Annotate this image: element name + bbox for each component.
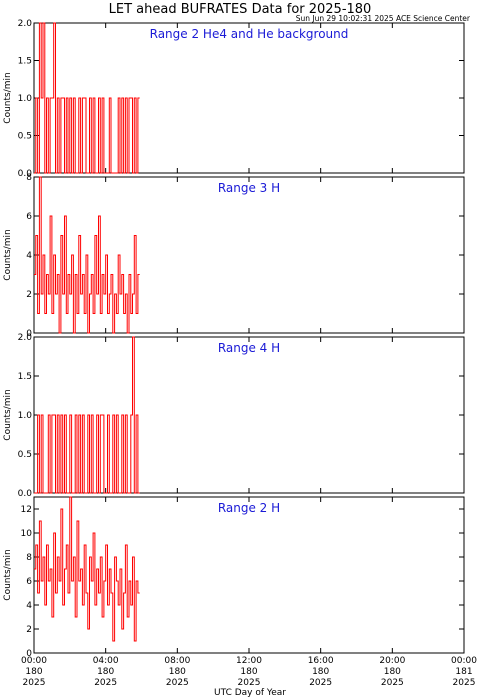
panel-4: 0 2 4 6 8 10 12 Counts/min Range 2 H xyxy=(3,496,465,659)
panel-1: 0.0 0.5 1.0 1.5 2.0 Counts/min Range 2 He4 and… xyxy=(3,19,465,179)
y-tick-label: 2 xyxy=(26,290,32,300)
y-tick-label: 1.0 xyxy=(18,411,33,421)
panel-label: Range 4 H xyxy=(218,341,280,355)
svg-text:180: 180 xyxy=(384,667,401,677)
svg-text:00:00: 00:00 xyxy=(451,656,477,666)
y-tick-label: 2.0 xyxy=(18,19,33,29)
panel-label: Range 2 H xyxy=(218,501,280,515)
y-tick-label: 4 xyxy=(26,251,32,261)
svg-text:00:00: 00:00 xyxy=(21,656,47,666)
y-tick-label: 0.0 xyxy=(18,169,33,179)
y-tick-label: 0.5 xyxy=(18,450,32,460)
y-tick-label: 1.5 xyxy=(18,57,32,67)
svg-text:20:00: 20:00 xyxy=(379,656,405,666)
svg-text:2025: 2025 xyxy=(166,678,189,688)
svg-text:180: 180 xyxy=(240,667,257,677)
svg-text:180: 180 xyxy=(97,667,114,677)
svg-text:180: 180 xyxy=(25,667,42,677)
series-line xyxy=(34,496,140,642)
svg-text:180: 180 xyxy=(312,667,329,677)
panel-label: Range 3 H xyxy=(218,181,280,195)
y-tick-label: 2.0 xyxy=(18,333,33,343)
y-tick-label: 0 xyxy=(26,649,32,659)
y-tick-label: 0.0 xyxy=(18,489,33,499)
y-tick-label: 0.5 xyxy=(18,132,32,142)
y-tick-label: 1.5 xyxy=(18,372,32,382)
panel-3: 0.0 0.5 1.0 1.5 2.0 Counts/min Range 4 H xyxy=(3,333,465,499)
series-line xyxy=(34,22,140,174)
y-tick-label: 0 xyxy=(26,329,32,339)
x-axis: 00:00180202504:00180202508:00180202512:0… xyxy=(21,656,477,688)
y-tick-label: 8 xyxy=(26,173,32,183)
figure-title: LET ahead BUFRATES Data for 2025-180 xyxy=(109,2,372,17)
svg-text:2025: 2025 xyxy=(309,678,332,688)
y-tick-label: 6 xyxy=(26,577,32,587)
y-tick-label: 2 xyxy=(26,625,32,635)
y-tick-label: 6 xyxy=(26,212,32,222)
y-axis-label: Counts/min xyxy=(3,389,13,440)
svg-text:16:00: 16:00 xyxy=(308,656,334,666)
x-axis-label: UTC Day of Year xyxy=(214,688,286,698)
svg-text:181: 181 xyxy=(455,667,472,677)
y-axis-label: Counts/min xyxy=(3,229,13,280)
panel-label: Range 2 He4 and He background xyxy=(150,27,349,41)
svg-text:2025: 2025 xyxy=(23,678,46,688)
y-tick-label: 1.0 xyxy=(18,94,33,104)
svg-text:2025: 2025 xyxy=(238,678,261,688)
y-tick-label: 10 xyxy=(21,529,33,539)
y-tick-label: 12 xyxy=(21,505,32,515)
svg-text:2025: 2025 xyxy=(94,678,117,688)
svg-text:2025: 2025 xyxy=(381,678,404,688)
series-line xyxy=(34,336,140,494)
y-axis-label: Counts/min xyxy=(3,549,13,600)
panel-2: 0 2 4 6 8 Counts/min Range 3 H xyxy=(3,173,465,339)
svg-text:08:00: 08:00 xyxy=(164,656,190,666)
svg-text:04:00: 04:00 xyxy=(93,656,119,666)
y-tick-label: 4 xyxy=(26,601,32,611)
series-line xyxy=(34,176,140,334)
svg-text:12:00: 12:00 xyxy=(236,656,262,666)
timestamp: Sun Jun 29 10:02:31 2025 ACE Science Cen… xyxy=(296,14,471,23)
y-tick-label: 8 xyxy=(26,553,32,563)
panels: 0.0 0.5 1.0 1.5 2.0 Counts/min Range 2 He4 and… xyxy=(3,19,465,659)
svg-text:180: 180 xyxy=(169,667,186,677)
svg-text:2025: 2025 xyxy=(453,678,476,688)
y-axis-label: Counts/min xyxy=(3,72,13,123)
